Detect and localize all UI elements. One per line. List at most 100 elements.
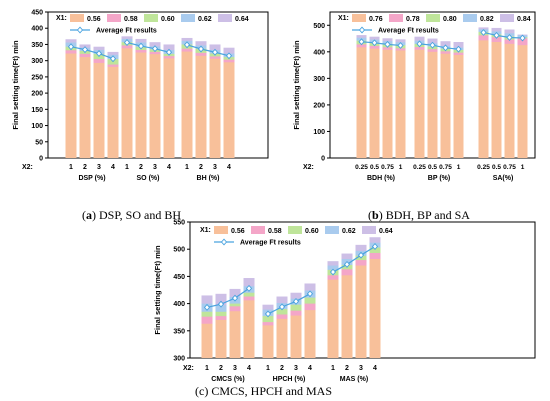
group-label: HPCH (%) xyxy=(273,376,306,383)
bar-segment xyxy=(121,48,133,158)
bar-segment xyxy=(107,66,119,158)
legend-label: 0.56 xyxy=(87,16,101,23)
bar-segment xyxy=(341,275,353,358)
legend-label: 0.58 xyxy=(268,228,282,235)
caption-a: (a) DSP, SO and BH xyxy=(82,208,182,222)
legend-swatch xyxy=(214,226,228,234)
average-line xyxy=(419,43,459,50)
average-point xyxy=(211,48,219,56)
x-tick-label: 1 xyxy=(399,164,403,171)
legend-swatch xyxy=(144,14,158,22)
x-tick-label: 4 xyxy=(308,365,312,372)
y-tick-label: 50 xyxy=(35,139,43,146)
y-tick-label: 150 xyxy=(31,107,43,114)
y-tick-label: 400 xyxy=(173,301,185,308)
average-point xyxy=(442,44,449,52)
legend-label: 0.56 xyxy=(231,228,245,235)
caption-b-letter: b xyxy=(372,208,379,222)
legend-swatch xyxy=(70,14,84,22)
y-tick-label: 200 xyxy=(31,91,43,98)
x-tick-label: 1 xyxy=(185,164,189,171)
average-point xyxy=(455,45,462,53)
bar-segment xyxy=(201,323,213,358)
legend-title: X1: xyxy=(338,15,349,22)
legend-avg-marker xyxy=(358,26,366,34)
group-label: BDH (%) xyxy=(367,175,395,182)
x-tick-label: 2 xyxy=(345,365,349,372)
average-point xyxy=(357,251,365,259)
group-label: BP (%) xyxy=(428,175,450,182)
legend-avg-label: Average Ft results xyxy=(96,28,157,35)
x-tick-label: 1 xyxy=(266,365,270,372)
bar-segment xyxy=(369,258,381,358)
legend-title: X1: xyxy=(56,15,67,22)
legend-avg-label: Average Ft results xyxy=(378,28,439,35)
x-tick-label: 2 xyxy=(199,164,203,171)
legend-swatch xyxy=(251,226,265,234)
x-tick-label: 1 xyxy=(205,365,209,372)
legend-title: X1: xyxy=(200,227,211,234)
x-tick-label: 0.75 xyxy=(381,164,394,171)
bar-segment xyxy=(195,55,207,158)
average-point xyxy=(506,34,513,41)
group-label: SA(%) xyxy=(493,175,514,182)
chart-a: 0 50 100 150 200 250 300 350 400 450 Final setting… xyxy=(11,10,269,182)
y-tick-label: 400 xyxy=(313,49,325,56)
average-line xyxy=(483,31,523,39)
bar-segment xyxy=(517,45,528,158)
legend-avg-label: Average Ft results xyxy=(240,240,301,247)
average-point xyxy=(292,297,300,305)
legend-swatch xyxy=(181,14,195,22)
legend-swatch xyxy=(426,14,440,22)
x-tick-label: 2 xyxy=(219,365,223,372)
group-label: SO (%) xyxy=(137,175,160,182)
group-label: BH (%) xyxy=(197,175,220,182)
y-axis-label: Final setting time(Ft) min xyxy=(11,40,20,130)
x-tick-label: 0.5 xyxy=(370,164,379,171)
bar-segment xyxy=(427,51,438,159)
average-point xyxy=(480,28,487,36)
bar-segment xyxy=(327,279,339,358)
bar-segment xyxy=(382,49,393,158)
y-tick-label: 250 xyxy=(31,74,43,81)
caption-b: (b) BDH, BP and SA xyxy=(368,208,470,222)
average-line xyxy=(206,287,250,308)
average-line xyxy=(126,41,170,53)
legend-swatch xyxy=(362,226,376,234)
average-point xyxy=(123,39,131,46)
x-tick-label: 4 xyxy=(111,164,115,171)
average-point xyxy=(183,41,191,49)
average-point xyxy=(165,48,173,56)
legend-label: 0.82 xyxy=(480,16,494,23)
x-tick-label: 1 xyxy=(125,164,129,171)
x-tick-label: 0.25 xyxy=(355,164,368,171)
average-point xyxy=(137,42,145,50)
x-tick-label: 2 xyxy=(139,164,143,171)
average-point xyxy=(329,268,337,276)
x-tick-label: 3 xyxy=(97,164,101,171)
y-tick-label: 450 xyxy=(173,274,185,281)
legend-label: 0.62 xyxy=(198,16,212,23)
bar-segment xyxy=(135,52,147,158)
bar-segment xyxy=(478,40,489,158)
bar-segment xyxy=(395,50,406,159)
bar-segment xyxy=(181,51,193,158)
bar-segment xyxy=(369,48,380,158)
average-point xyxy=(278,303,286,311)
average-point xyxy=(306,290,314,298)
average-point xyxy=(231,294,239,302)
y-tick-label: 100 xyxy=(31,123,43,130)
average-point xyxy=(95,50,103,58)
legend-label: 0.64 xyxy=(235,16,249,23)
x-tick-label: 1 xyxy=(69,164,73,171)
y-axis-label: Final setting time(Ft) min xyxy=(292,40,301,130)
legend-label: 0.80 xyxy=(443,16,457,23)
x-tick-label: 3 xyxy=(294,365,298,372)
bar-segment xyxy=(491,41,502,158)
y-tick-label: 300 xyxy=(173,356,185,363)
average-line xyxy=(332,245,376,273)
average-point xyxy=(81,46,89,54)
average-point xyxy=(197,45,205,53)
x-tick-label: 3 xyxy=(153,164,157,171)
y-tick-label: 350 xyxy=(31,42,43,49)
